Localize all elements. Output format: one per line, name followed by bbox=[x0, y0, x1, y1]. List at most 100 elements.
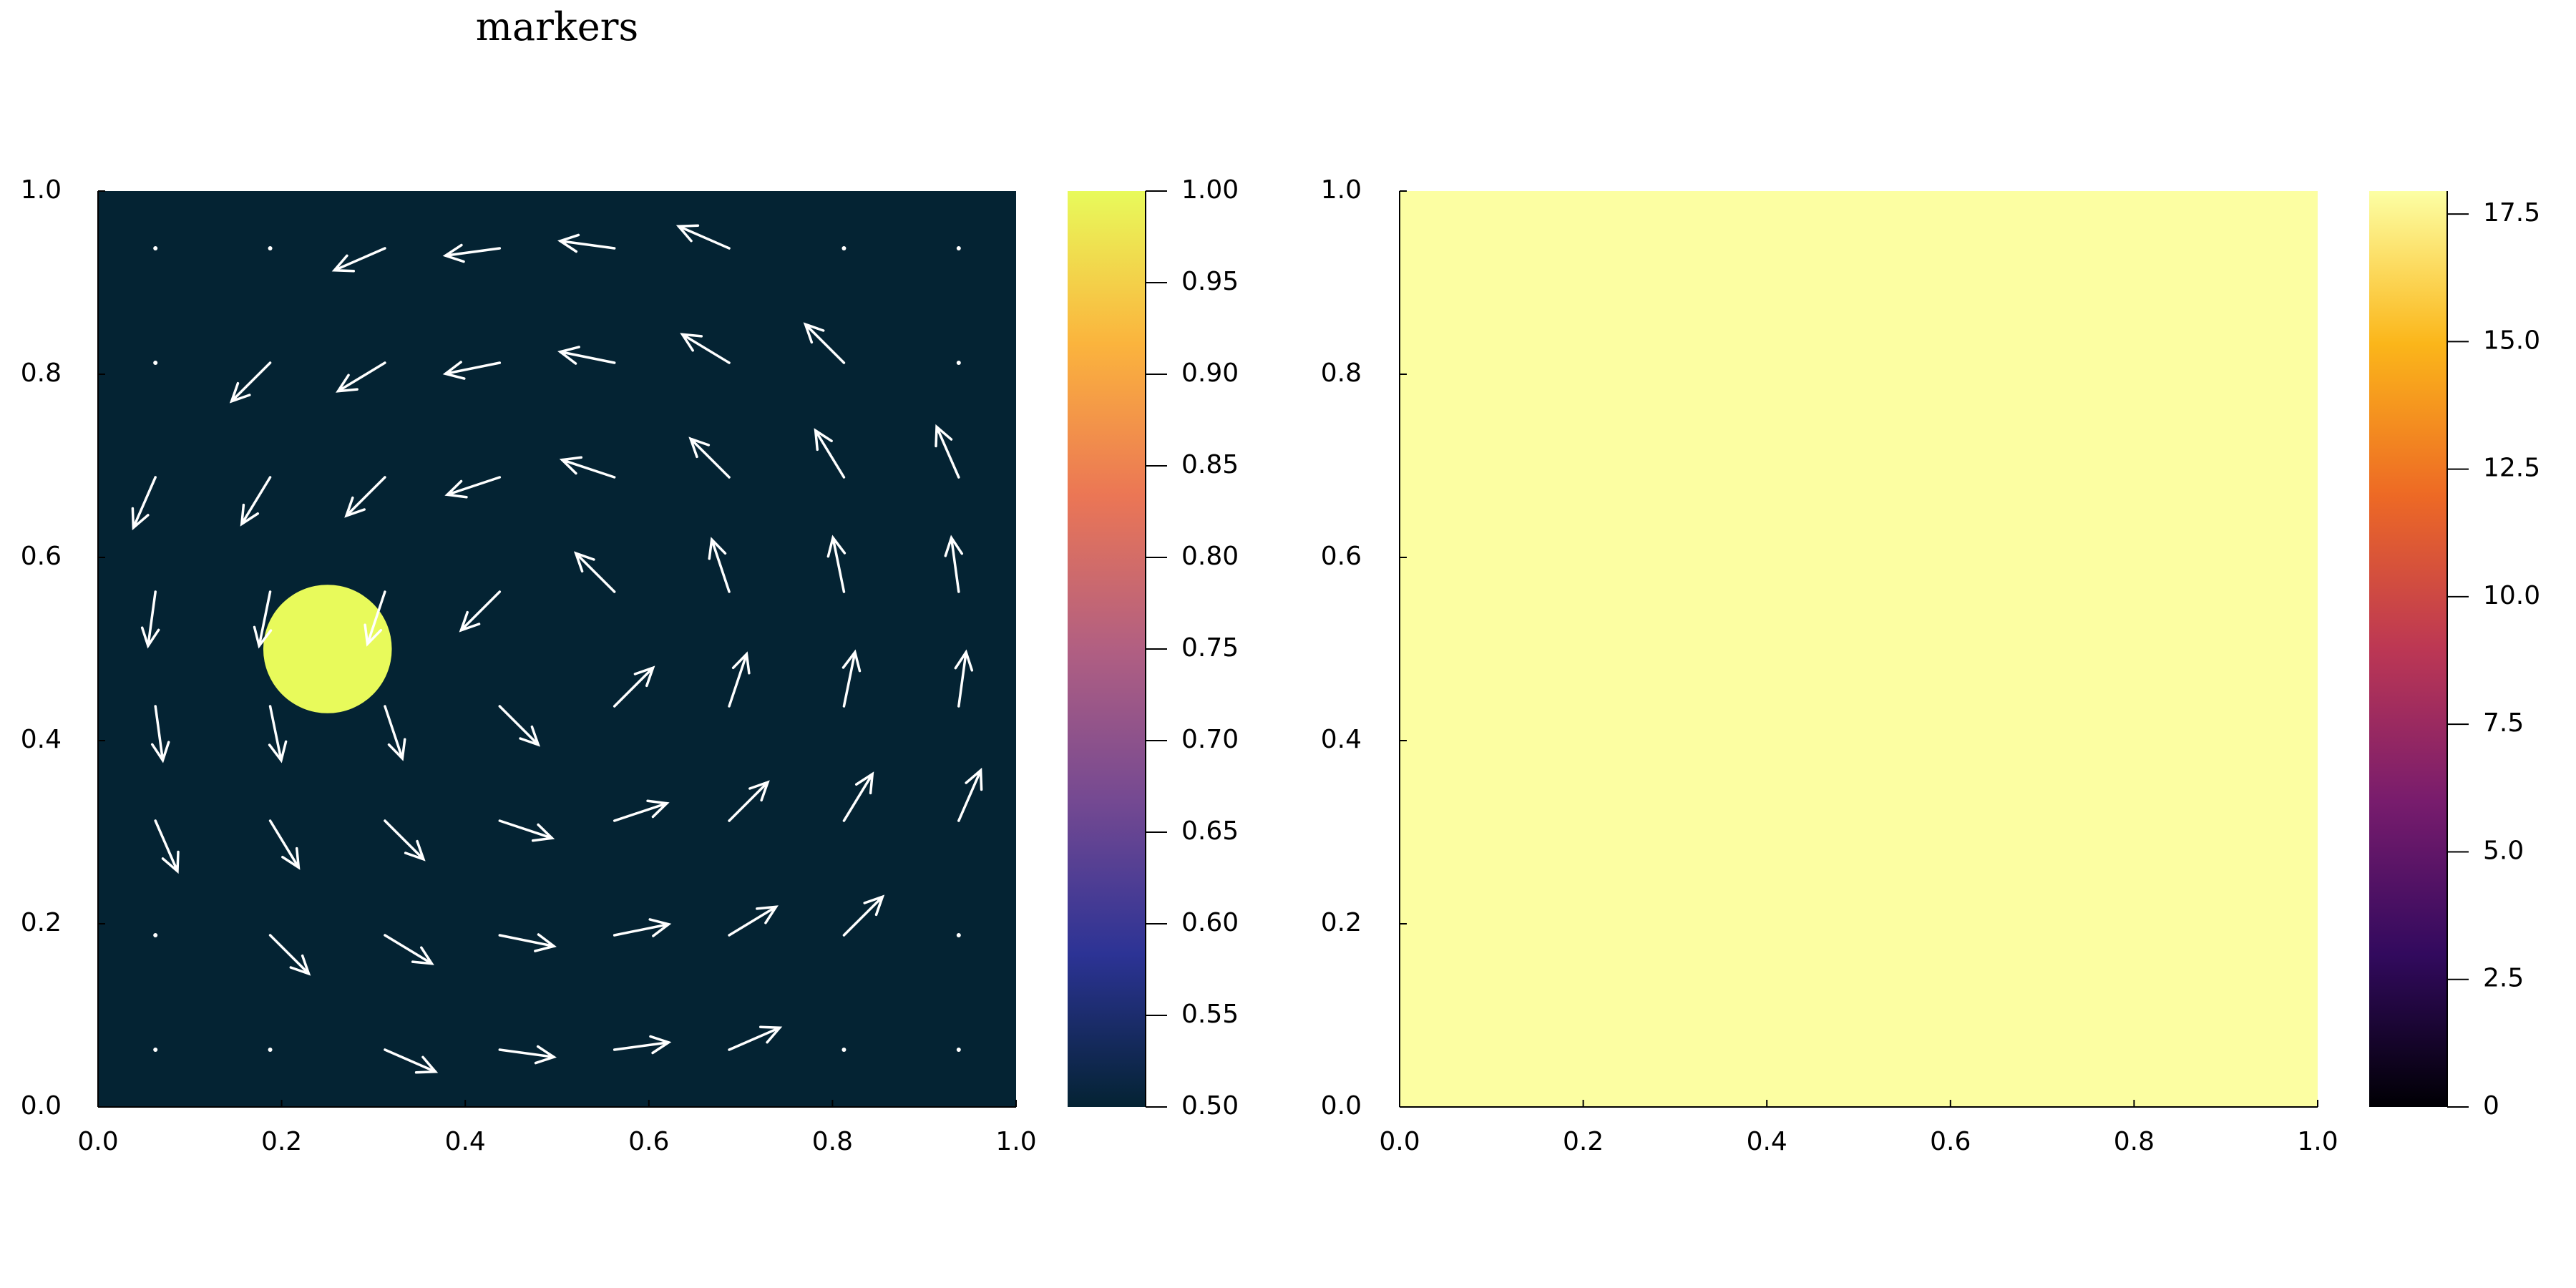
colorbar-tick-label: 0.60 bbox=[1181, 908, 1239, 937]
quiver-arrow bbox=[944, 535, 964, 593]
quiver-arrow bbox=[803, 322, 846, 364]
quiver-arrow bbox=[153, 361, 158, 365]
quiver-arrow bbox=[613, 665, 655, 708]
quiver-arrow bbox=[728, 780, 770, 822]
quiver-arrow bbox=[150, 705, 170, 763]
quiver-arrow bbox=[268, 819, 301, 870]
colorbar-tick-label: 0.95 bbox=[1181, 267, 1239, 296]
quiver-arrow bbox=[728, 1025, 783, 1051]
quiver-arrow bbox=[153, 246, 158, 250]
colorbar-tick-label: 0.65 bbox=[1181, 816, 1239, 846]
colorbar-tick-label: 0.85 bbox=[1181, 450, 1239, 479]
chart-title: markers bbox=[476, 4, 638, 49]
quiver-arrow bbox=[826, 535, 847, 593]
y-tick-label: 0.0 bbox=[21, 1091, 62, 1121]
quiver-arrow bbox=[498, 819, 555, 842]
quiver-arrow bbox=[442, 243, 502, 263]
x-tick-label: 1.0 bbox=[2297, 1127, 2338, 1156]
colorbar-tick-label: 12.5 bbox=[2483, 454, 2540, 483]
colorbar-tick-label: 0 bbox=[2483, 1091, 2499, 1121]
x-tick-label: 0.0 bbox=[1379, 1127, 1420, 1156]
x-tick-label: 0.0 bbox=[77, 1127, 118, 1156]
colorbar-tick-label: 0.75 bbox=[1181, 633, 1239, 663]
quiver-arrow bbox=[613, 918, 672, 937]
quiver-arrow bbox=[557, 346, 616, 365]
quiver-arrow bbox=[841, 246, 847, 250]
quiver-arrow bbox=[842, 894, 885, 937]
quiver-arrow bbox=[956, 361, 961, 365]
heatmap-blob bbox=[263, 585, 392, 713]
colorbar bbox=[1068, 191, 1146, 1107]
quiver-arrow bbox=[613, 1035, 672, 1055]
quiver-arrow bbox=[613, 799, 670, 822]
quiver-arrow bbox=[956, 1048, 961, 1052]
quiver-arrow bbox=[842, 771, 874, 822]
y-tick-label: 0.2 bbox=[1321, 908, 1362, 937]
y-tick-label: 0.8 bbox=[1321, 358, 1362, 388]
quiver-arrow bbox=[268, 1048, 273, 1052]
quiver-arrow bbox=[344, 476, 386, 518]
quiver-arrow bbox=[364, 590, 386, 647]
quiver-arrow bbox=[229, 361, 272, 404]
quiver-arrow bbox=[814, 428, 846, 479]
quiver-arrow bbox=[140, 590, 160, 649]
y-tick-label: 0.6 bbox=[21, 542, 62, 571]
y-tick-label: 0.8 bbox=[21, 358, 62, 388]
quiver-arrow bbox=[268, 705, 288, 763]
quiver-arrow bbox=[153, 933, 158, 937]
quiver-arrow bbox=[240, 476, 272, 527]
quiver-arrow bbox=[384, 705, 406, 761]
x-tick-label: 0.2 bbox=[261, 1127, 302, 1156]
quiver-arrow bbox=[384, 934, 434, 965]
quiver-arrow bbox=[728, 905, 779, 937]
quiver-arrow bbox=[956, 933, 961, 937]
quiver-arrow bbox=[675, 224, 731, 250]
quiver-arrow bbox=[935, 424, 960, 479]
heatmap-cell bbox=[98, 191, 1016, 1107]
quiver-arrow bbox=[268, 934, 311, 976]
x-tick-label: 0.8 bbox=[812, 1127, 853, 1156]
quiver-arrow bbox=[708, 537, 731, 593]
quiver-arrow bbox=[954, 649, 974, 708]
quiver-arrow bbox=[956, 246, 961, 250]
y-tick-label: 1.0 bbox=[21, 175, 62, 205]
quiver-arrow bbox=[841, 1048, 847, 1052]
colorbar-tick-label: 1.00 bbox=[1181, 175, 1239, 205]
quiver-arrow bbox=[728, 651, 751, 708]
quiver-arrow bbox=[253, 590, 273, 649]
quiver-arrow bbox=[442, 361, 502, 380]
colorbar bbox=[2369, 191, 2447, 1107]
quiver-arrow bbox=[444, 476, 502, 499]
quiver-arrow bbox=[559, 456, 616, 479]
x-tick-label: 1.0 bbox=[995, 1127, 1036, 1156]
x-tick-label: 0.4 bbox=[445, 1127, 486, 1156]
colorbar-tick-label: 2.5 bbox=[2483, 964, 2524, 993]
quiver-arrow bbox=[680, 333, 731, 364]
colorbar-tick-label: 0.55 bbox=[1181, 1000, 1239, 1029]
x-tick-label: 0.4 bbox=[1747, 1127, 1787, 1156]
colorbar-tick-label: 10.0 bbox=[2483, 581, 2540, 610]
colorbar-tick-label: 0.70 bbox=[1181, 725, 1239, 754]
quiver-arrow bbox=[153, 1048, 158, 1052]
quiver-arrow bbox=[131, 476, 157, 531]
colorbar-tick-label: 15.0 bbox=[2483, 326, 2540, 355]
heatmap-cell bbox=[1400, 191, 2318, 1107]
quiver-arrow bbox=[498, 933, 557, 952]
colorbar-tick-label: 17.5 bbox=[2483, 198, 2540, 228]
y-tick-label: 1.0 bbox=[1321, 175, 1362, 205]
colorbar-tick-label: 0.50 bbox=[1181, 1091, 1239, 1121]
colorbar-tick-label: 0.90 bbox=[1181, 358, 1239, 388]
colorbar-tick-label: 7.5 bbox=[2483, 708, 2524, 738]
quiver-arrow bbox=[557, 233, 616, 253]
quiver-arrow bbox=[841, 649, 862, 708]
quiver-arrow bbox=[268, 246, 273, 250]
y-tick-label: 0.0 bbox=[1321, 1091, 1362, 1121]
quiver-arrow bbox=[384, 819, 426, 862]
x-tick-label: 0.8 bbox=[2114, 1127, 2155, 1156]
y-tick-label: 0.4 bbox=[21, 725, 62, 754]
quiver-arrow bbox=[336, 361, 386, 393]
quiver-arrow bbox=[154, 819, 180, 874]
y-tick-label: 0.4 bbox=[1321, 725, 1362, 754]
quiver-arrow bbox=[688, 436, 731, 479]
